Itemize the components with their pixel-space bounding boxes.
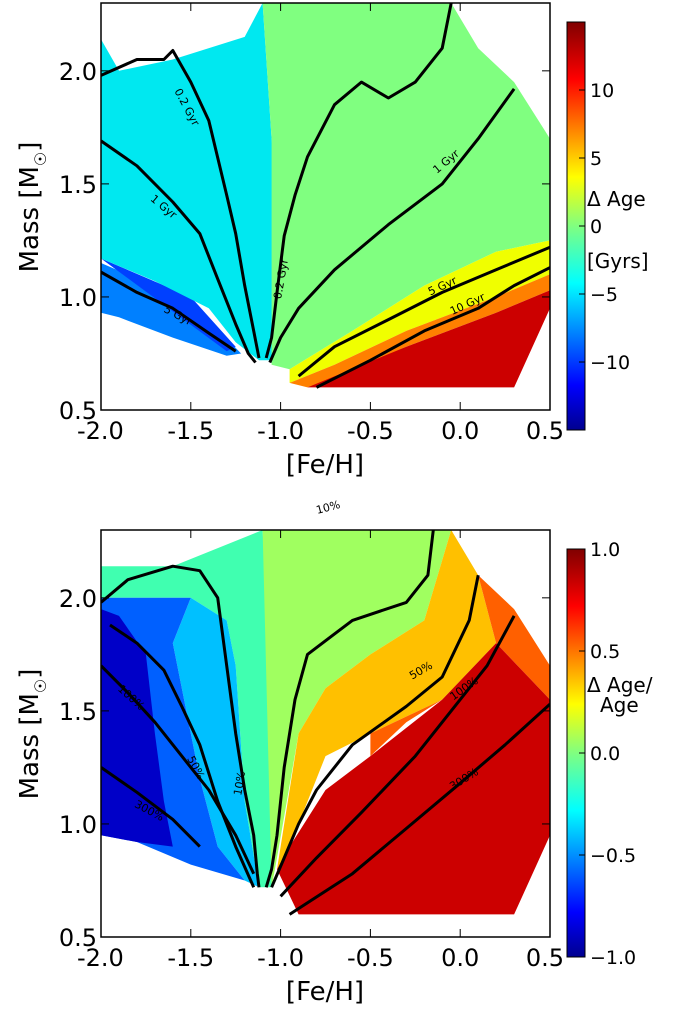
- x-tick-label: 0.0: [441, 944, 479, 972]
- contour-line-4: [101, 270, 237, 353]
- fill-band-1: [262, 530, 452, 888]
- contour-line-6: [101, 766, 201, 848]
- fill-band-5: [172, 597, 259, 888]
- x-tick-label: 0.5: [526, 944, 564, 972]
- contour-line-2: [109, 623, 256, 888]
- colorbar-tick-label: −1.0: [590, 947, 636, 969]
- fill-band-3: [262, 3, 550, 370]
- fill-band-2: [101, 3, 281, 361]
- x-tick-label: -0.5: [347, 417, 394, 445]
- fill-band-4: [277, 643, 550, 915]
- colorbar-tick-label: 0: [590, 216, 602, 238]
- colorbar-tick-label: 1.0: [590, 539, 620, 561]
- contour-line-2: [101, 139, 257, 364]
- bottom-colorbar-label-1: Δ Age/: [587, 673, 653, 697]
- y-tick-label: 1.0: [59, 284, 97, 312]
- top-plot-frame: [100, 2, 551, 411]
- colorbar-tick-label: −10: [590, 352, 630, 374]
- top-contour-lines: [101, 3, 550, 389]
- bottom-colorbar-ticks: 1.0 0.5 0.0 −0.5 −1.0: [579, 539, 636, 969]
- bottom-plot-frame: [100, 529, 551, 938]
- colorbar-tick-label: −5: [590, 284, 618, 306]
- contour-line-0: [101, 564, 261, 888]
- colorbar-tick-label: 5: [590, 148, 602, 170]
- x-tick-label: -1.5: [167, 944, 214, 972]
- top-colorbar-ticks: 10 5 0 −5 −10: [579, 80, 630, 374]
- y-tick-label: 1.5: [59, 698, 97, 726]
- top-axis-ticks: -2.0 -1.5 -1.0 -0.5 0.0 0.5 0.5 1.0 1.5 2.0: [59, 3, 564, 445]
- x-tick-label: 0.0: [441, 417, 479, 445]
- top-ylabel: Mass [M☉]: [15, 142, 50, 273]
- y-tick-label: 1.0: [59, 811, 97, 839]
- top-xlabel: [Fe/H]: [286, 450, 364, 480]
- contour-label-0: 10%: [231, 770, 248, 796]
- fill-band-3: [370, 575, 550, 757]
- contour-line-5: [297, 245, 550, 378]
- colorbar-tick-label: 0.5: [590, 641, 620, 663]
- y-tick-label: 2.0: [59, 58, 97, 86]
- contour-line-1: [264, 530, 435, 888]
- bottom-xlabel: [Fe/H]: [286, 977, 364, 1007]
- colorbar-tick-label: 10: [590, 80, 614, 102]
- bottom-ylabel: Mass [M☉]: [15, 669, 50, 800]
- contour-line-3: [270, 574, 480, 888]
- top-fill-layer: [101, 3, 550, 388]
- fill-band-0: [101, 530, 272, 888]
- contour-line-4: [101, 664, 256, 875]
- colorbar-tick-label: 0.0: [590, 743, 620, 765]
- y-tick-label: 0.5: [59, 924, 97, 952]
- contour-line-7: [288, 702, 550, 916]
- bottom-contour-lines: [101, 530, 550, 916]
- x-tick-label: -0.5: [347, 944, 394, 972]
- y-tick-label: 1.5: [59, 171, 97, 199]
- bottom-fill-layer: [101, 530, 550, 915]
- contour-line-6: [315, 266, 550, 389]
- bottom-axis-ticks: -2.0 -1.5 -1.0 -0.5 0.0 0.5 0.5 1.0 1.5 2.0: [59, 530, 564, 972]
- x-tick-label: -2.0: [77, 944, 124, 972]
- bottom-panel: 10%50%100%300%50%100%300% -2.0 -1.5 -1.0 -0…: [15, 529, 653, 1007]
- y-tick-label: 2.0: [59, 585, 97, 613]
- floating-contour-label: 10%: [315, 498, 342, 517]
- x-tick-label: -2.0: [77, 417, 124, 445]
- contour-line-5: [279, 615, 516, 898]
- fill-band-7: [101, 609, 173, 847]
- fill-band-2: [277, 530, 497, 870]
- y-tick-label: 0.5: [59, 397, 97, 425]
- x-tick-label: -1.0: [257, 944, 304, 972]
- x-tick-label: -1.0: [257, 417, 304, 445]
- contour-line-3: [268, 88, 516, 364]
- x-tick-label: 0.5: [526, 417, 564, 445]
- contour-line-1: [264, 3, 453, 359]
- contour-line-0: [101, 49, 261, 359]
- colorbar-tick-label: −0.5: [590, 845, 636, 867]
- bottom-colorbar-label-2: Age: [600, 693, 639, 717]
- top-colorbar-label-1: Δ Age: [587, 187, 646, 211]
- top-colorbar-label-2: [Gyrs]: [587, 249, 649, 273]
- x-tick-label: -1.5: [167, 417, 214, 445]
